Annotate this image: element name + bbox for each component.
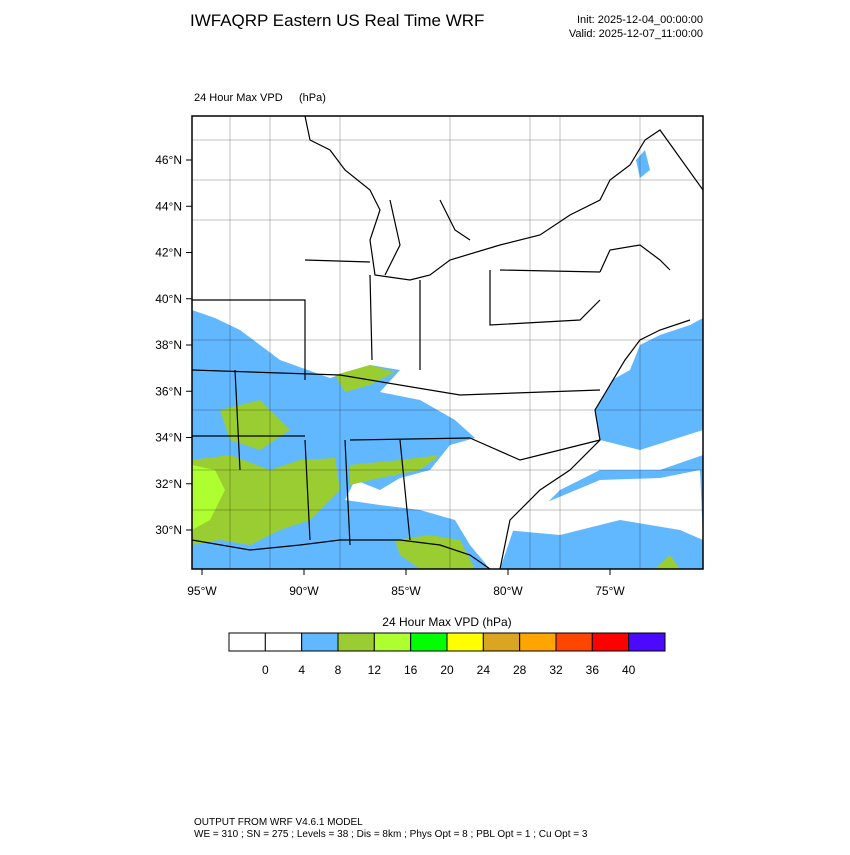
colorbar-label: 24 (477, 663, 491, 677)
lon-label: 85°W (391, 584, 421, 598)
vpd-area (335, 365, 395, 392)
colorbar-box (555, 632, 593, 652)
init-time: Init: 2025-12-04_00:00:00 (577, 14, 703, 26)
lat-label: 36°N (155, 384, 182, 398)
lon-labels: 95°W 90°W 85°W 80°W 75°W (187, 569, 625, 598)
colorbar-box (410, 632, 448, 652)
colorbar: 0 4 8 12 16 20 24 28 32 36 40 (228, 632, 666, 677)
colorbar-box (301, 632, 339, 652)
colorbar-label: 28 (513, 663, 527, 677)
colorbar-box (482, 632, 521, 652)
vpd-area (192, 455, 340, 545)
vpd-area (192, 465, 225, 530)
colorbar-label: 32 (549, 663, 563, 677)
colorbar-label: 4 (298, 663, 305, 677)
colorbar-title: 24 Hour Max VPD (hPa) (382, 615, 511, 629)
colorbar-box (628, 632, 666, 652)
colorbar-label: 0 (262, 663, 269, 677)
colorbar-label: 36 (586, 663, 600, 677)
vpd-area (636, 150, 650, 178)
title: IWFAQRP Eastern US Real Time WRF (190, 11, 484, 30)
lat-label: 42°N (155, 246, 182, 260)
lat-label: 30°N (155, 523, 182, 537)
lat-labels: 46°N 44°N 42°N 40°N 38°N 36°N 34°N 32°N 30°N (155, 153, 192, 537)
colorbar-box (337, 632, 375, 652)
colorbar-box (373, 632, 412, 652)
colorbar-box (591, 632, 630, 652)
field-label: 24 Hour Max VPD (194, 92, 283, 104)
low-vpd (505, 470, 703, 540)
lon-label: 75°W (595, 584, 625, 598)
vpd-area (395, 535, 475, 569)
footer-line: OUTPUT FROM WRF V4.6.1 MODEL (194, 817, 363, 828)
lat-label: 34°N (155, 431, 182, 445)
lon-label: 80°W (493, 584, 523, 598)
lat-label: 46°N (155, 153, 182, 167)
valid-time: Valid: 2025-12-07_11:00:00 (569, 28, 703, 40)
lat-label: 44°N (155, 199, 182, 213)
lon-label: 95°W (187, 584, 217, 598)
colorbar-box (519, 632, 557, 652)
lat-label: 40°N (155, 292, 182, 306)
field-units: (hPa) (299, 92, 326, 104)
lon-label: 90°W (289, 584, 319, 598)
map: 46°N 44°N 42°N 40°N 38°N 36°N 34°N 32°N 30°N 95°… (155, 115, 704, 598)
lat-label: 38°N (155, 338, 182, 352)
colorbar-label: 16 (404, 663, 418, 677)
colorbar-box (228, 632, 266, 652)
colorbar-box (446, 632, 484, 652)
vpd-area (655, 555, 680, 569)
lat-label: 32°N (155, 477, 182, 491)
colorbar-label: 12 (368, 663, 382, 677)
colorbar-label: 40 (622, 663, 636, 677)
colorbar-label: 8 (335, 663, 342, 677)
colorbar-label: 20 (440, 663, 454, 677)
colorbar-box (264, 632, 303, 652)
footer-line: WE = 310 ; SN = 275 ; Levels = 38 ; Dis … (194, 829, 588, 840)
